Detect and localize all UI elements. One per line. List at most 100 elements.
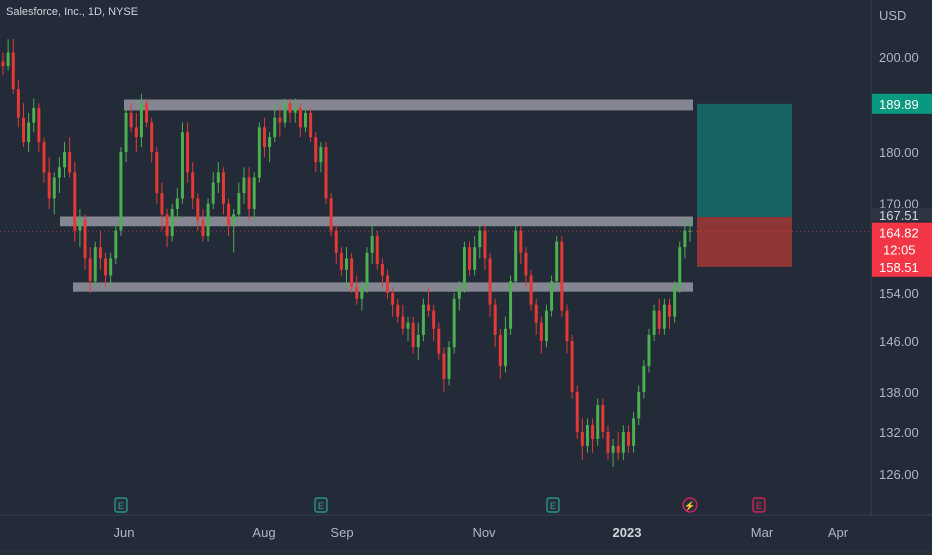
stop-badge-label: 158.51 [879,260,919,275]
event-markers[interactable]: E E E ⚡ E [114,497,766,513]
candle-body [237,193,241,215]
candle-body [452,298,456,348]
candle-body [683,230,687,248]
candle-body [186,132,190,173]
candle-body [324,147,328,199]
entry-badge-bg [872,207,932,221]
candle-body [688,230,692,232]
candle-body [421,304,425,335]
candle-body [365,252,369,288]
candle-body [339,252,343,270]
candle-body [201,219,205,237]
candlestick-series [1,39,692,467]
price-tick-label: 132.00 [879,425,919,440]
candle-body [611,445,615,453]
candle-body [483,230,487,259]
price-tick-label: 138.00 [879,385,919,400]
earnings-icon-glyph: E [118,501,124,511]
candle-body [447,347,451,379]
target-badge-bg [872,93,932,114]
candle-body [662,304,666,329]
candle-body [509,281,513,329]
candle-body [580,432,584,446]
candle-body [345,258,348,270]
candle-body [180,132,184,199]
candle-body [283,103,287,123]
candle-body [375,236,379,265]
candle-body [160,193,164,215]
candle-body [78,219,82,231]
candle-body [52,177,56,199]
candle-body [32,108,36,123]
candle-body [216,172,220,183]
candle-body [632,418,636,446]
zone-rect[interactable] [73,282,693,292]
candle-body [278,117,282,123]
candle-body [616,445,620,453]
candle-body [380,264,384,276]
candle-body [416,334,420,348]
currency-label: USD [879,8,906,23]
candle-body [657,310,661,329]
candle-body [175,198,179,210]
candle-body [298,108,302,128]
candle-body [252,177,256,210]
earnings-icon[interactable] [752,497,766,513]
candle-body [411,322,415,348]
entry-badge-label: 167.51 [879,208,919,223]
profit-target-box[interactable] [697,103,792,217]
price-tick-label: 126.00 [879,467,919,482]
candle-body [155,152,159,194]
candle-body [134,127,138,138]
candle-body [242,177,246,194]
candle-body [11,52,15,90]
candle-body [534,304,538,323]
earnings-icon[interactable] [114,497,128,513]
candle-body [442,353,446,379]
price-tick-label: 170.00 [879,197,919,212]
stop-badge-bg [872,256,932,277]
earnings-icon[interactable] [314,497,328,513]
candle-body [473,247,477,270]
support-resistance-zones [60,99,693,292]
zone-rect[interactable] [124,99,693,111]
candle-body [150,122,154,153]
candle-body [57,167,61,178]
zone-rect[interactable] [60,216,693,227]
candle-body [637,391,641,419]
candle-body [319,147,323,163]
earnings-icon-glyph: E [756,501,762,511]
earnings-icon-glyph: E [550,501,556,511]
time-tick-label: Jun [114,525,135,540]
price-tick-label: 146.00 [879,334,919,349]
candle-body [647,334,651,367]
candle-body [139,103,143,138]
last-price-badge-bg [872,222,932,259]
candle-body [37,108,41,143]
stop-loss-box[interactable] [697,216,792,267]
candle-body [355,287,359,299]
candle-body [288,103,292,113]
candle-body [575,391,579,433]
candle-body [437,328,441,354]
candle-body [570,341,574,392]
candle-body [42,142,46,173]
price-badges: 189.89 167.51 164.82 12:05 158.51 [872,93,932,277]
time-axis-ticks: Jun Aug Sep Nov 2023 Mar Apr [114,525,849,540]
candle-body [63,152,67,168]
candle-body [401,316,405,329]
price-axis-ticks: 200.00 180.00 170.00 154.00 146.00 138.00 132.… [879,50,919,482]
candle-body [544,310,548,342]
dividend-icon[interactable] [682,497,698,513]
candle-body [47,172,51,199]
candle-body [303,112,307,128]
earnings-icon[interactable] [546,497,560,513]
candle-body [621,432,625,453]
candle-body [606,432,610,453]
candle-body [196,198,200,220]
candle-body [555,241,559,282]
long-position-tool[interactable] [697,103,792,267]
candle-body [88,258,92,282]
